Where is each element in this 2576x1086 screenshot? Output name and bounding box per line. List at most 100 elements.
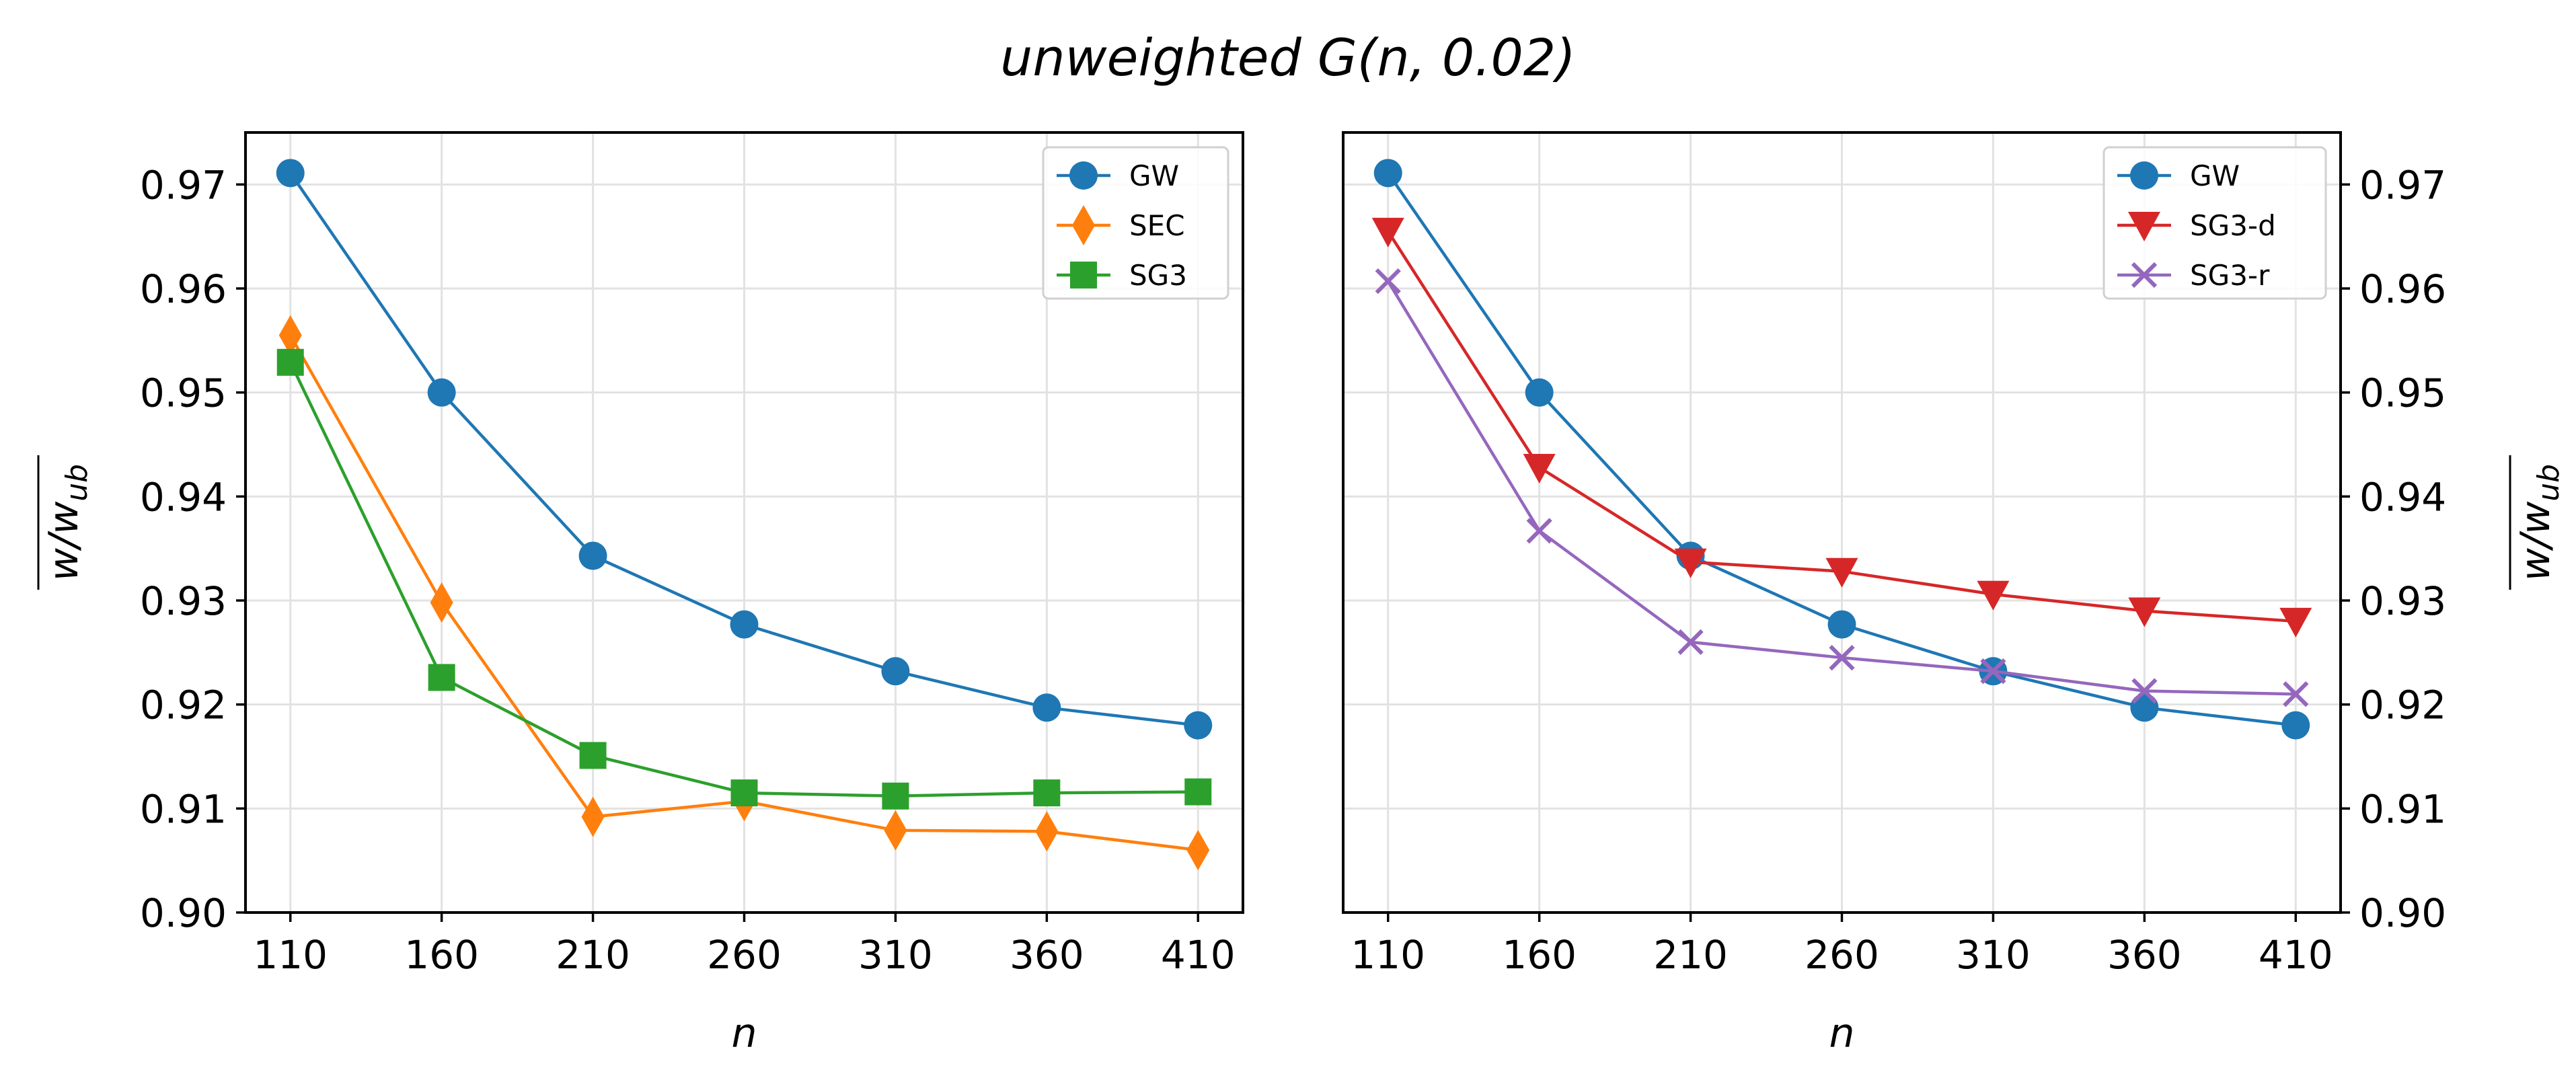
sg3-d-point <box>2128 597 2161 627</box>
x-axis-label: n <box>731 1010 757 1057</box>
sec-point <box>884 810 907 851</box>
legend-marker <box>2128 212 2160 241</box>
x-tick-label: 210 <box>556 932 630 978</box>
sg3-d-point <box>1977 580 2010 611</box>
legend-item-sg3-r: SG3-r <box>2117 259 2270 292</box>
gw-point <box>578 541 607 570</box>
right-legend: GW SG3-d SG3-r <box>2103 146 2327 300</box>
sg3-d-point <box>1825 557 1858 588</box>
sec-point <box>1186 830 1210 871</box>
gw-point <box>276 159 305 188</box>
x-tick-label: 160 <box>1502 932 1577 978</box>
y-tick-label: 0.91 <box>140 786 227 832</box>
sg3-d-point <box>1371 217 1404 247</box>
right-series-gw <box>1373 159 2310 740</box>
x-tick-label: 160 <box>404 932 479 978</box>
svg-text:w/wub: w/wub <box>40 464 94 581</box>
sg3-r-point <box>1980 658 2006 685</box>
sg3-r-point <box>1526 518 1552 544</box>
gw-point <box>881 657 910 686</box>
legend-item-gw: GW <box>1057 159 1179 192</box>
x-tick-label: 410 <box>2259 932 2333 978</box>
sg3-point <box>730 779 758 807</box>
y-tick-label: 0.90 <box>140 890 227 936</box>
gw-point <box>2130 693 2159 722</box>
left-series-gw <box>276 159 1213 740</box>
y-tick-label: 0.92 <box>2359 683 2446 728</box>
figure-title: unweighted G(n, 0.02) <box>1000 28 1576 87</box>
x-tick-label: 110 <box>253 932 328 978</box>
gw-point <box>1032 693 1061 722</box>
y-tick-label: 0.95 <box>2359 371 2446 416</box>
x-tick-label: 410 <box>1161 932 1236 978</box>
sg3-r-point <box>1375 268 1401 295</box>
legend-label: SEC <box>1129 209 1185 242</box>
x-tick-label: 360 <box>1010 932 1084 978</box>
x-tick-label: 260 <box>1805 932 1879 978</box>
legend-marker <box>2131 262 2158 288</box>
sg3-point <box>882 782 909 810</box>
y-tick-label: 0.96 <box>2359 266 2446 312</box>
gw-point <box>730 610 759 639</box>
gw-point <box>1184 711 1213 740</box>
legend-marker <box>2130 161 2158 190</box>
sg3-r-point <box>2283 681 2309 707</box>
x-axis-label: n <box>1829 1010 1854 1057</box>
x-tick-label: 110 <box>1351 932 1425 978</box>
y-axis-label: w/wub <box>37 455 94 590</box>
chart-panel-left: 110 160 210 260 310 360 410 0.90 0.91 0.92 0.93 0.9… <box>37 131 1244 1057</box>
sg3-r-point <box>1829 644 1855 671</box>
sg3-r-point <box>1677 629 1704 655</box>
legend-item-gw: GW <box>2117 159 2240 192</box>
chart-panel-right: 110 160 210 260 310 360 410 0.90 0.91 0.92 0.93 0.9… <box>1342 131 2566 1057</box>
legend-label: SG3-d <box>2190 209 2276 242</box>
sg3-point <box>1184 778 1212 806</box>
sec-point <box>581 796 605 837</box>
y-tick-label: 0.94 <box>140 474 227 520</box>
x-tick-label: 310 <box>1956 932 2031 978</box>
sg3-r-point <box>2131 678 2158 704</box>
y-tick-label: 0.93 <box>2359 578 2446 624</box>
gw-point <box>1525 378 1554 407</box>
svg-text:w/wub: w/wub <box>2512 464 2566 581</box>
y-tick-label: 0.96 <box>140 266 227 312</box>
sg3-d-point <box>2279 607 2312 637</box>
left-series-sg3 <box>276 348 1212 810</box>
right-series-sg3-r <box>1375 268 2309 707</box>
gw-point <box>1373 159 1402 188</box>
legend-label: SG3 <box>1129 259 1187 292</box>
sg3-point <box>428 664 455 691</box>
legend-marker <box>1070 262 1097 288</box>
legend-label: GW <box>2190 159 2240 192</box>
y-tick-label: 0.94 <box>2359 474 2446 520</box>
x-tick-label: 360 <box>2107 932 2182 978</box>
legend-marker <box>1072 205 1095 245</box>
y-axis-label: w/wub <box>2509 455 2566 590</box>
sg3-point <box>579 742 607 769</box>
sg3-point <box>276 348 304 376</box>
legend-label: GW <box>1129 159 1179 192</box>
legend-item-sg3-d: SG3-d <box>2117 209 2276 242</box>
x-tick-label: 260 <box>707 932 782 978</box>
sg3-point <box>1033 779 1061 807</box>
y-tick-label: 0.95 <box>140 371 227 416</box>
legend-box <box>2103 146 2327 300</box>
sec-point <box>278 315 302 356</box>
y-tick-label: 0.91 <box>2359 786 2446 832</box>
x-tick-label: 310 <box>858 932 933 978</box>
gw-point <box>2281 711 2310 740</box>
y-tick-label: 0.97 <box>2359 162 2446 208</box>
y-tick-label: 0.93 <box>140 578 227 624</box>
sec-point <box>430 582 453 623</box>
y-tick-label: 0.97 <box>140 162 227 208</box>
legend-item-sec: SEC <box>1057 205 1185 245</box>
legend-marker <box>1069 161 1098 190</box>
legend-item-sg3: SG3 <box>1057 259 1187 292</box>
sg3-d-point <box>1523 454 1556 484</box>
right-series-sg3-d <box>1371 217 2312 637</box>
sg3-d-point <box>1674 548 1707 578</box>
gw-point <box>427 378 456 407</box>
y-tick-label: 0.92 <box>140 683 227 728</box>
y-tick-label: 0.90 <box>2359 890 2446 936</box>
